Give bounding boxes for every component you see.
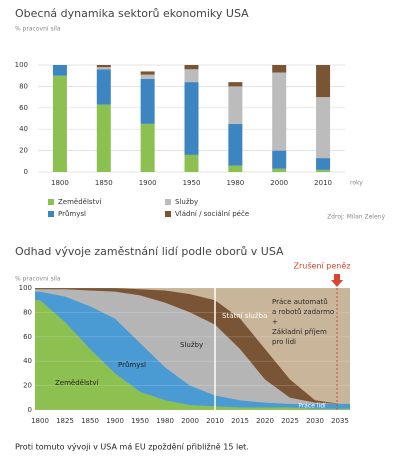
x-tick-label: 1900 — [139, 179, 157, 187]
legend-swatch — [48, 211, 54, 217]
y-tick-label: 80 — [19, 82, 28, 90]
y-axis-label: % pracovní síla — [15, 276, 61, 283]
x-tick-label: 1800 — [51, 179, 69, 187]
x-axis-label: roky — [350, 180, 363, 187]
bar-segment — [272, 150, 287, 169]
x-tick-label: 2000 — [270, 179, 288, 187]
legend-swatch — [48, 199, 54, 205]
bar-segment — [228, 165, 243, 172]
legend-label: Průmysl — [58, 210, 86, 218]
bar-segment — [140, 78, 155, 124]
y-tick-label: 0 — [24, 168, 28, 176]
x-tick-label: 2020 — [256, 417, 274, 425]
bar-segment — [184, 154, 199, 172]
bar-segment — [140, 71, 155, 75]
y-tick-label: 80 — [23, 308, 32, 316]
legend-label: Zemědělství — [58, 198, 102, 206]
bar-segment — [140, 123, 155, 172]
legend-swatch — [165, 199, 171, 205]
money-abolition-arrow — [331, 274, 343, 287]
bar-segment — [184, 69, 199, 83]
x-tick-label: 1980 — [226, 179, 244, 187]
area — [35, 288, 350, 404]
legend-swatch — [165, 211, 171, 217]
human-work-label: Práce lidí — [298, 403, 326, 410]
y-tick-label: 20 — [23, 382, 32, 390]
bar-segment — [52, 75, 67, 172]
legend-label: Vládní / sociální péče — [175, 210, 249, 218]
bar-segment — [272, 168, 287, 172]
y-tick-label: 60 — [19, 104, 28, 112]
bar-segment — [228, 123, 243, 166]
x-tick-label: 1850 — [95, 179, 113, 187]
area — [35, 289, 350, 404]
automation-note: pro lidi — [272, 338, 296, 346]
bar-segment — [96, 104, 111, 172]
x-tick-label: 1950 — [131, 417, 149, 425]
bar-segment — [96, 65, 111, 68]
area — [35, 291, 350, 409]
y-tick-label: 100 — [19, 284, 32, 292]
bar-segment — [228, 86, 243, 124]
bar-segment — [184, 65, 199, 70]
x-tick-label: 2025 — [281, 417, 299, 425]
y-tick-label: 100 — [15, 61, 28, 69]
area-label: Služby — [180, 341, 203, 349]
bar-segment — [96, 67, 111, 70]
x-tick-label: 1800 — [31, 417, 49, 425]
area-label: Zemědělství — [55, 379, 99, 387]
x-tick-label: 1950 — [183, 179, 201, 187]
bar-segment — [52, 65, 67, 76]
money-abolition-label: Zrušení peněz — [294, 261, 351, 271]
automation-note: Práce automatů — [272, 298, 328, 306]
bar-segment — [140, 74, 155, 79]
bar-segment — [184, 82, 199, 155]
bar-segment — [316, 158, 331, 170]
area-label: Státní služba — [222, 312, 267, 320]
chart-title: Obecná dynamika sektorů ekonomiky USA — [15, 7, 249, 20]
y-tick-label: 0 — [28, 406, 32, 414]
bar-segment — [316, 169, 331, 172]
y-axis-label: % pracovní síla — [15, 26, 61, 33]
bar-segment — [316, 65, 331, 98]
chart-title: Odhad vývoje zaměstnání lidí podle oborů… — [15, 245, 284, 258]
y-tick-label: 20 — [19, 147, 28, 155]
x-tick-label: 2035 — [331, 417, 349, 425]
x-tick-label: 2015 — [231, 417, 249, 425]
automation-note: Základní příjem — [272, 328, 327, 336]
source: Zdroj: Milan Zelený — [327, 214, 385, 221]
bar-segment — [272, 65, 287, 73]
area — [35, 300, 350, 410]
y-tick-label: 60 — [23, 333, 32, 341]
x-tick-label: 2030 — [306, 417, 324, 425]
y-tick-label: 40 — [19, 125, 28, 133]
x-tick-label: 2010 — [314, 179, 332, 187]
area-label: Průmysl — [118, 361, 146, 369]
footer-note: Proti tomuto vývoji v USA má EU zpoždění… — [15, 443, 249, 452]
x-tick-label: 1980 — [156, 417, 174, 425]
bar-segment — [96, 69, 111, 105]
legend-label: Služby — [175, 198, 198, 206]
x-tick-label: 2000 — [181, 417, 199, 425]
bar-segment — [272, 72, 287, 151]
automation-note: + — [272, 318, 278, 326]
x-tick-label: 1850 — [81, 417, 99, 425]
y-tick-label: 40 — [23, 357, 32, 365]
x-tick-label: 1900 — [106, 417, 124, 425]
bar-segment — [228, 82, 243, 87]
bar-segment — [316, 97, 331, 159]
automation-note: a robotů zadarmo — [272, 308, 334, 316]
x-tick-label: 2010 — [206, 417, 224, 425]
x-tick-label: 1825 — [56, 417, 74, 425]
